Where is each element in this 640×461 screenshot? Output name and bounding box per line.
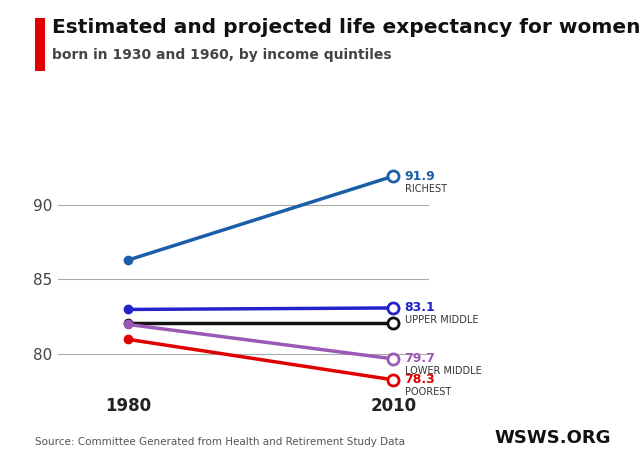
- Text: born in 1930 and 1960, by income quintiles: born in 1930 and 1960, by income quintil…: [52, 48, 392, 62]
- Text: 79.7: 79.7: [404, 352, 435, 366]
- Text: RICHEST: RICHEST: [404, 183, 447, 194]
- Text: Estimated and projected life expectancy for women: Estimated and projected life expectancy …: [52, 18, 640, 37]
- Text: 83.1: 83.1: [404, 301, 435, 314]
- Text: UPPER MIDDLE: UPPER MIDDLE: [404, 315, 478, 325]
- Text: Source: Committee Generated from Health and Retirement Study Data: Source: Committee Generated from Health …: [35, 437, 405, 447]
- Text: WSWS.ORG: WSWS.ORG: [495, 429, 611, 447]
- Text: 91.9: 91.9: [404, 170, 435, 183]
- Text: POOREST: POOREST: [404, 387, 451, 397]
- Text: 78.3: 78.3: [404, 373, 435, 386]
- Text: LOWER MIDDLE: LOWER MIDDLE: [404, 366, 481, 376]
